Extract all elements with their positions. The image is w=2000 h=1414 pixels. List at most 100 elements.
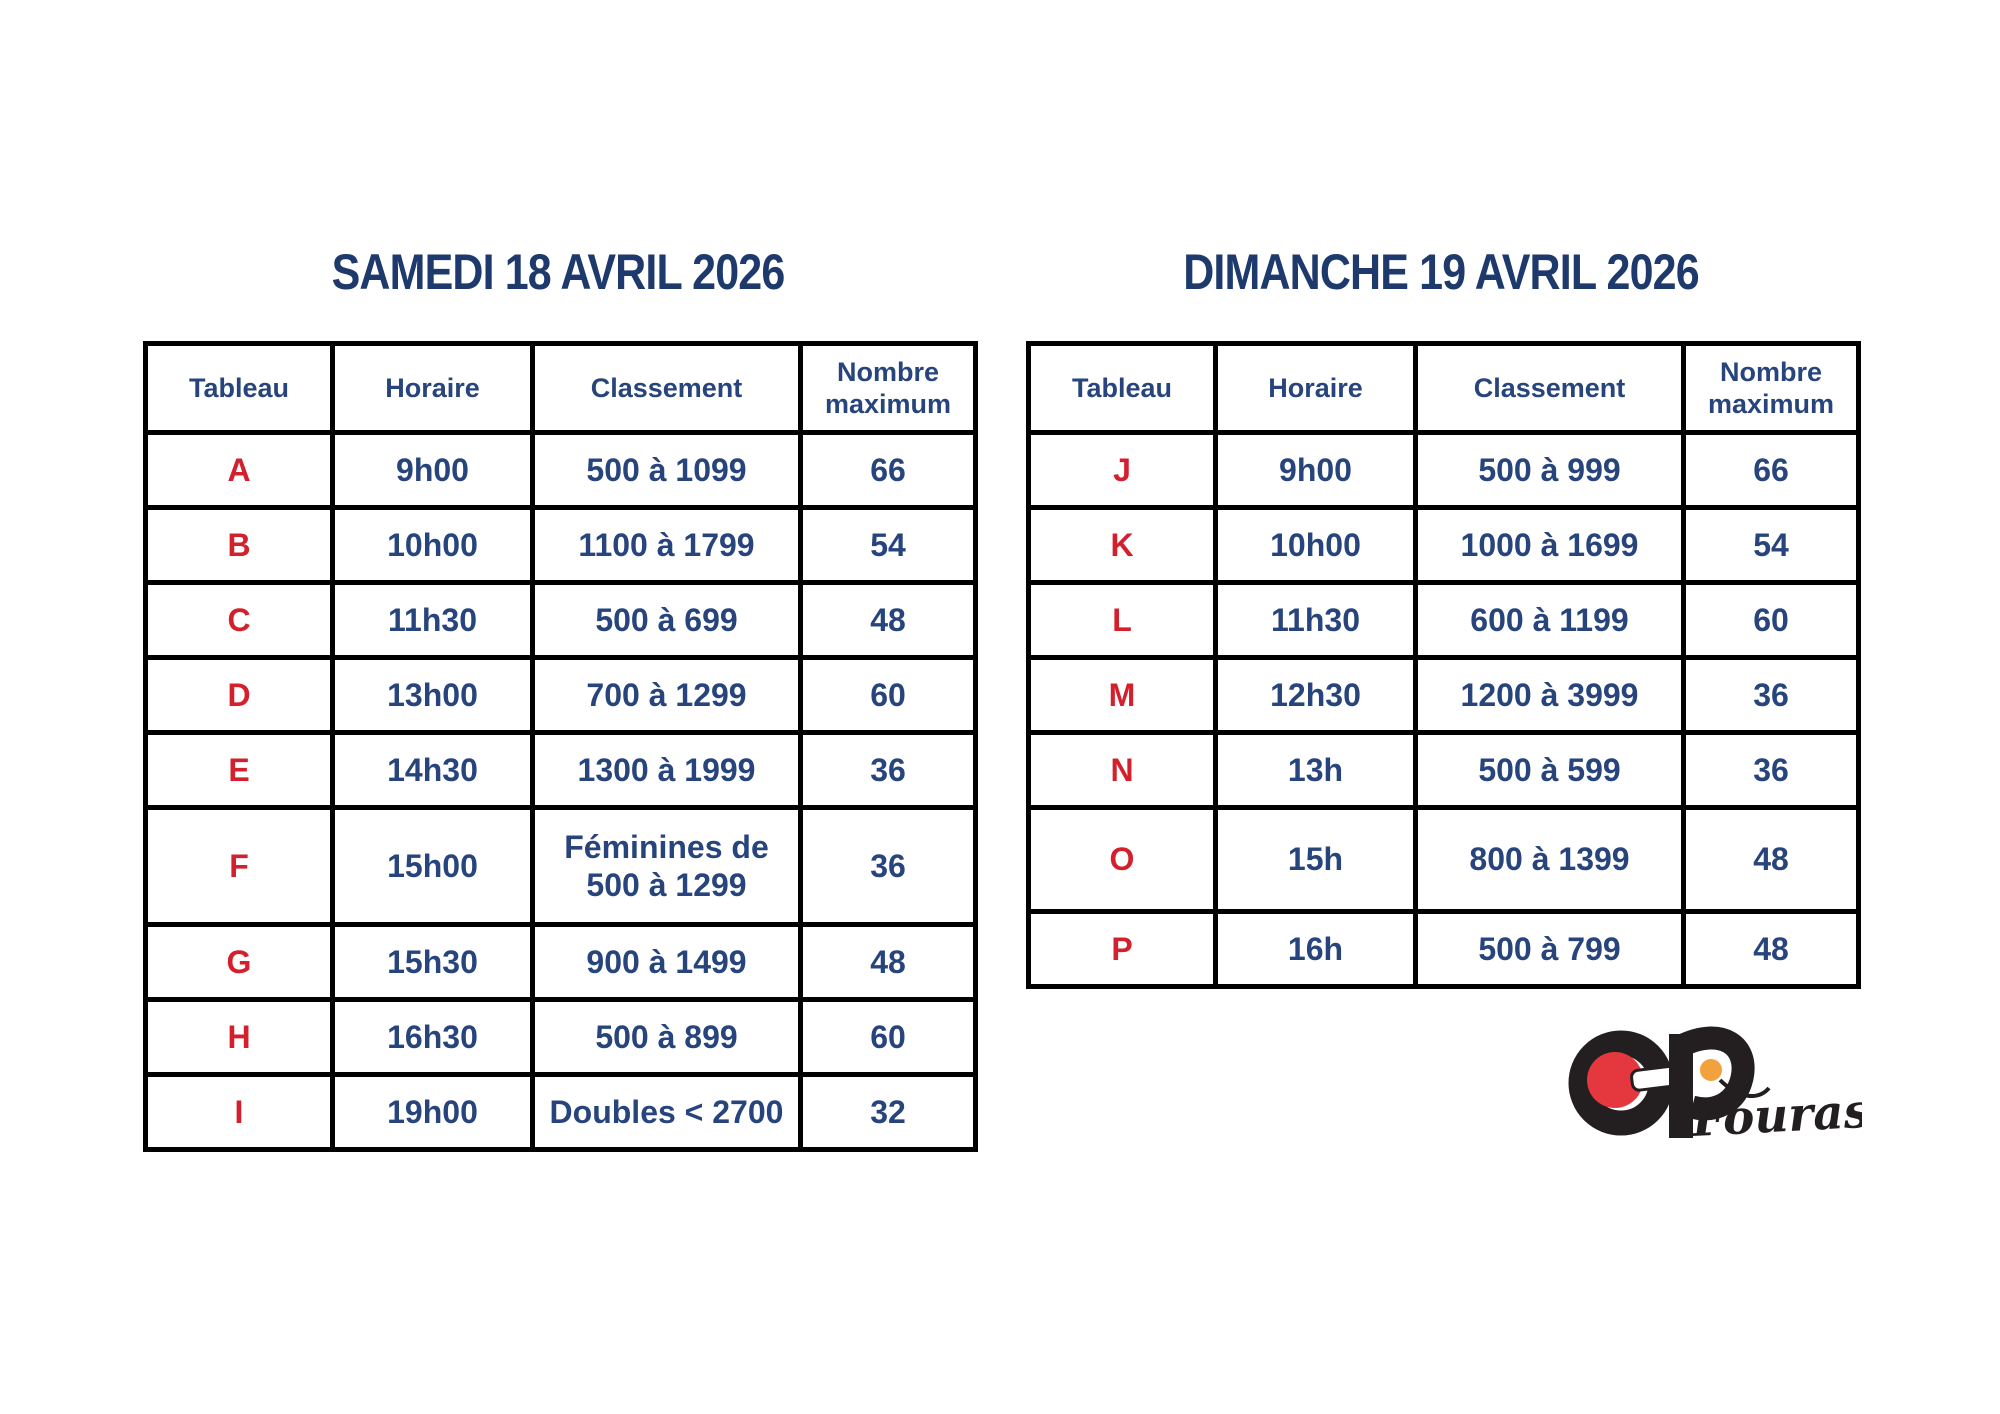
saturday-table-header: Tableau Horaire Classement Nombre maximum	[143, 341, 978, 435]
cell-horaire: 9h00	[1213, 430, 1418, 510]
cell-tableau: D	[143, 655, 335, 735]
table-row: F 15h00 Féminines de 500 à 1299 36	[143, 805, 978, 927]
saturday-schedule-table: Tableau Horaire Classement Nombre maximum A…	[143, 341, 978, 1152]
cell-nombre-maximum: 48	[1681, 805, 1861, 914]
cell-classement: 900 à 1499	[530, 922, 803, 1002]
cell-nombre-maximum: 36	[1681, 655, 1861, 735]
cell-nombre-maximum: 36	[798, 805, 978, 927]
cell-tableau: N	[1026, 730, 1218, 810]
header-row: Tableau Horaire Classement Nombre maximum	[143, 341, 978, 435]
cell-classement: 500 à 999	[1413, 430, 1686, 510]
cell-tableau: J	[1026, 430, 1218, 510]
sunday-title: DIMANCHE 19 AVRIL 2026	[1183, 244, 1699, 300]
table-row: L 11h30 600 à 1199 60	[1026, 580, 1861, 660]
table-row: E 14h30 1300 à 1999 36	[143, 730, 978, 810]
table-row: P 16h 500 à 799 48	[1026, 909, 1861, 989]
cell-horaire: 11h30	[1213, 580, 1418, 660]
cell-tableau: I	[143, 1072, 335, 1152]
cell-nombre-maximum: 54	[798, 505, 978, 585]
cell-tableau: M	[1026, 655, 1218, 735]
table-row: G 15h30 900 à 1499 48	[143, 922, 978, 1002]
cell-horaire: 11h30	[330, 580, 535, 660]
cp-fouras-club-logo: Fouras	[1568, 1026, 1862, 1148]
cell-classement: 1200 à 3999	[1413, 655, 1686, 735]
cell-horaire: 12h30	[1213, 655, 1418, 735]
cell-classement: 1300 à 1999	[530, 730, 803, 810]
cell-horaire: 19h00	[330, 1072, 535, 1152]
column-header-horaire: Horaire	[1213, 341, 1418, 435]
cell-classement: 1000 à 1699	[1413, 505, 1686, 585]
cell-horaire: 15h00	[330, 805, 535, 927]
table-row: I 19h00 Doubles < 2700 32	[143, 1072, 978, 1152]
cell-nombre-maximum: 60	[1681, 580, 1861, 660]
column-header-horaire: Horaire	[330, 341, 535, 435]
column-header-nombre-maximum: Nombre maximum	[1681, 341, 1861, 435]
cell-tableau: H	[143, 997, 335, 1077]
sunday-schedule-table: Tableau Horaire Classement Nombre maximum J…	[1026, 341, 1861, 989]
cell-tableau: B	[143, 505, 335, 585]
cell-tableau: A	[143, 430, 335, 510]
cell-nombre-maximum: 32	[798, 1072, 978, 1152]
cell-horaire: 13h00	[330, 655, 535, 735]
cell-tableau: G	[143, 922, 335, 1002]
cell-tableau: L	[1026, 580, 1218, 660]
cell-nombre-maximum: 36	[1681, 730, 1861, 810]
sunday-table-body: J 9h00 500 à 999 66 K 10h00 1000 à 1699 54 L 11h3…	[1026, 430, 1861, 989]
cell-nombre-maximum: 66	[1681, 430, 1861, 510]
cell-horaire: 10h00	[1213, 505, 1418, 585]
cell-horaire: 16h30	[330, 997, 535, 1077]
cell-nombre-maximum: 48	[798, 922, 978, 1002]
logo-fouras-text: Fouras	[1689, 1084, 1862, 1148]
cell-nombre-maximum: 48	[798, 580, 978, 660]
table-row: J 9h00 500 à 999 66	[1026, 430, 1861, 510]
cell-classement: Doubles < 2700	[530, 1072, 803, 1152]
table-row: N 13h 500 à 599 36	[1026, 730, 1861, 810]
column-header-tableau: Tableau	[1026, 341, 1218, 435]
cell-nombre-maximum: 66	[798, 430, 978, 510]
cell-classement: 500 à 699	[530, 580, 803, 660]
table-row: O 15h 800 à 1399 48	[1026, 805, 1861, 914]
cell-classement: 500 à 799	[1413, 909, 1686, 989]
cell-horaire: 10h00	[330, 505, 535, 585]
cell-horaire: 15h	[1213, 805, 1418, 914]
cell-nombre-maximum: 48	[1681, 909, 1861, 989]
cell-tableau: K	[1026, 505, 1218, 585]
table-row: H 16h30 500 à 899 60	[143, 997, 978, 1077]
column-header-classement: Classement	[530, 341, 803, 435]
logo-letter-p	[1669, 1026, 1771, 1138]
table-row: B 10h00 1100 à 1799 54	[143, 505, 978, 585]
cell-tableau: F	[143, 805, 335, 927]
paddle-blade	[1587, 1052, 1643, 1108]
cell-nombre-maximum: 54	[1681, 505, 1861, 585]
cell-horaire: 15h30	[330, 922, 535, 1002]
cell-horaire: 9h00	[330, 430, 535, 510]
cell-classement: 1100 à 1799	[530, 505, 803, 585]
column-header-nombre-maximum: Nombre maximum	[798, 341, 978, 435]
table-row: A 9h00 500 à 1099 66	[143, 430, 978, 510]
cell-nombre-maximum: 60	[798, 997, 978, 1077]
table-row: C 11h30 500 à 699 48	[143, 580, 978, 660]
cell-classement: 600 à 1199	[1413, 580, 1686, 660]
ball	[1700, 1059, 1722, 1081]
sunday-table-header: Tableau Horaire Classement Nombre maximum	[1026, 341, 1861, 435]
cell-nombre-maximum: 60	[798, 655, 978, 735]
cell-classement: 800 à 1399	[1413, 805, 1686, 914]
cell-classement: 500 à 599	[1413, 730, 1686, 810]
cell-tableau: P	[1026, 909, 1218, 989]
cell-classement: Féminines de 500 à 1299	[530, 805, 803, 927]
saturday-title: SAMEDI 18 AVRIL 2026	[331, 244, 786, 300]
cell-nombre-maximum: 36	[798, 730, 978, 810]
cell-horaire: 14h30	[330, 730, 535, 810]
cell-classement: 700 à 1299	[530, 655, 803, 735]
column-header-tableau: Tableau	[143, 341, 335, 435]
table-row: M 12h30 1200 à 3999 36	[1026, 655, 1861, 735]
cell-horaire: 13h	[1213, 730, 1418, 810]
cell-tableau: C	[143, 580, 335, 660]
saturday-table-body: A 9h00 500 à 1099 66 B 10h00 1100 à 1799 54 C 11h…	[143, 430, 978, 1152]
column-header-classement: Classement	[1413, 341, 1686, 435]
table-row: D 13h00 700 à 1299 60	[143, 655, 978, 735]
cell-tableau: E	[143, 730, 335, 810]
cell-classement: 500 à 899	[530, 997, 803, 1077]
cell-classement: 500 à 1099	[530, 430, 803, 510]
header-row: Tableau Horaire Classement Nombre maximum	[1026, 341, 1861, 435]
